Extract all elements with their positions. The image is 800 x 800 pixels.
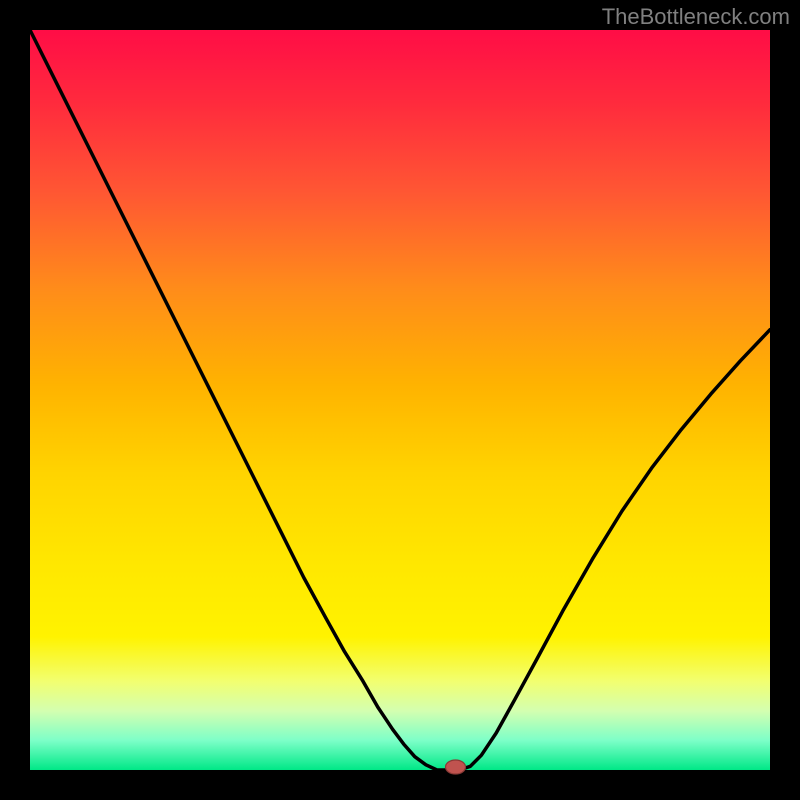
bottleneck-chart: TheBottleneck.com — [0, 0, 800, 800]
chart-svg — [0, 0, 800, 800]
plot-area — [30, 30, 770, 770]
optimal-marker — [446, 760, 466, 774]
